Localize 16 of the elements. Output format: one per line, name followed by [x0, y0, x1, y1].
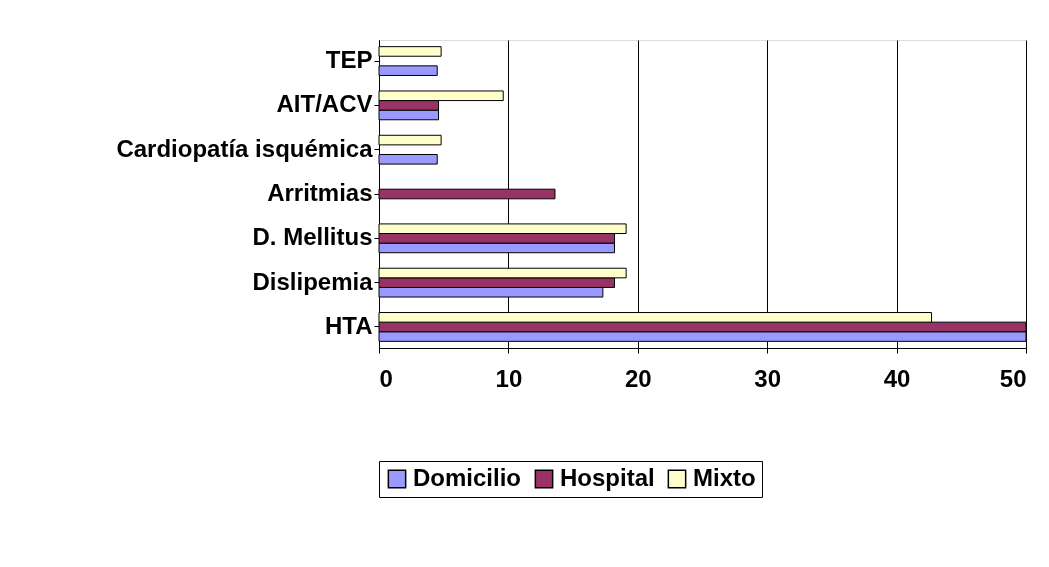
x-tick-label: 20 [624, 364, 652, 392]
legend-label: Mixto [693, 464, 756, 491]
x-tick-label: 30 [754, 364, 782, 392]
legend-label: Hospital [560, 464, 655, 491]
x-tick-label: 40 [883, 364, 911, 392]
x-tick-label: 10 [495, 364, 523, 392]
x-tick-label: 50 [999, 364, 1027, 392]
y-tick-label: AIT/ACV [276, 90, 373, 118]
x-tick-label: 0 [379, 364, 393, 392]
y-tick-label: Arritmias [267, 179, 373, 206]
y-tick-label: D. Mellitus [252, 223, 373, 251]
y-tick-label: Cardiopatía isquémica [116, 134, 374, 162]
y-tick-label: HTA [324, 311, 373, 339]
legend-label: Domicilio [413, 464, 522, 491]
y-tick-label: TEP [325, 46, 373, 74]
y-tick-label: Dislipemia [252, 267, 374, 295]
